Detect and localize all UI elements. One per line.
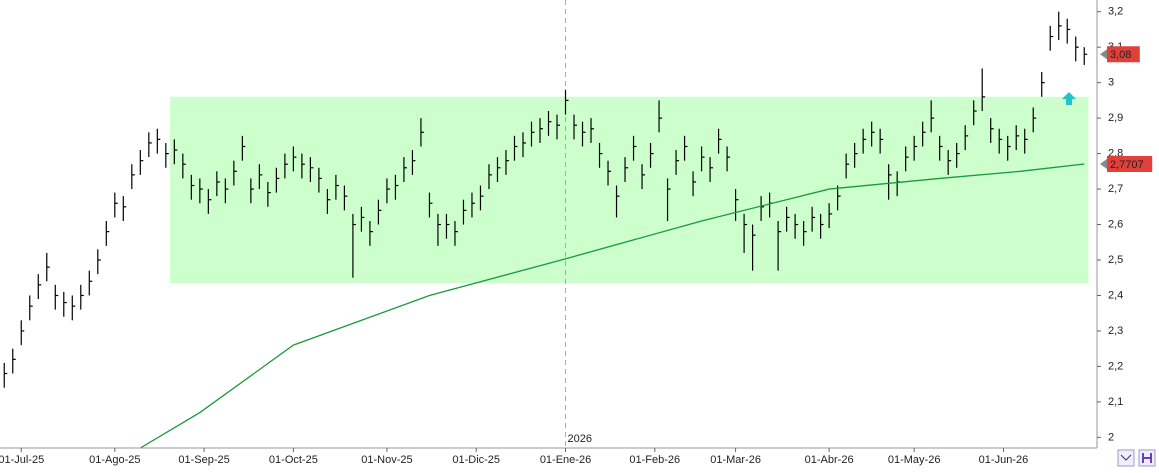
year-label: 2026 bbox=[568, 433, 592, 445]
ma-value-label-pointer bbox=[1100, 158, 1107, 169]
x-tick-label: 01-Jul-25 bbox=[0, 454, 44, 466]
y-tick-label: 2,4 bbox=[1108, 289, 1123, 301]
y-tick-label: 2,7 bbox=[1108, 183, 1123, 195]
x-tick-label: 01-Dic-25 bbox=[452, 454, 500, 466]
ma-value-label-box bbox=[1107, 155, 1153, 172]
ma-value-label: 2,7707 bbox=[1110, 159, 1144, 171]
price-label-box bbox=[1107, 46, 1140, 63]
x-tick-label: 01-Sep-25 bbox=[178, 454, 229, 466]
y-tick-label: 2 bbox=[1108, 431, 1114, 443]
y-tick-label: 3,2 bbox=[1108, 6, 1123, 18]
moving-average bbox=[139, 163, 1085, 448]
x-tick-label: 01-Ene-26 bbox=[540, 454, 591, 466]
price-label: 3,08 bbox=[1110, 49, 1131, 61]
x-tick-label: 01-Jun-26 bbox=[979, 454, 1029, 466]
x-tick-label: 01-Nov-25 bbox=[361, 454, 412, 466]
price-label-pointer bbox=[1100, 49, 1107, 60]
x-tick-label: 01-Mar-26 bbox=[710, 454, 761, 466]
x-tick-label: 01-Ago-25 bbox=[89, 454, 140, 466]
chevron-icon bbox=[1120, 454, 1132, 461]
scroll-button[interactable] bbox=[1117, 449, 1135, 467]
x-tick-label: 01-Oct-25 bbox=[269, 454, 318, 466]
up-arrow-icon bbox=[1062, 92, 1076, 105]
x-tick-label: 01-May-26 bbox=[888, 454, 941, 466]
x-tick-label: 01-Feb-26 bbox=[629, 454, 680, 466]
plot-area bbox=[3, 0, 1089, 448]
range-zone bbox=[170, 96, 1089, 284]
y-tick-label: 2,5 bbox=[1108, 254, 1123, 266]
h-icon bbox=[1142, 453, 1152, 463]
y-tick-label: 2,6 bbox=[1108, 218, 1123, 230]
y-tick-label: 2,3 bbox=[1108, 325, 1123, 337]
y-tick-label: 2,9 bbox=[1108, 112, 1123, 124]
x-tick-label: 01-Abr-26 bbox=[805, 454, 854, 466]
y-tick-label: 3 bbox=[1108, 77, 1114, 89]
y-tick-label: 2,2 bbox=[1108, 360, 1123, 372]
y-tick-label: 2,1 bbox=[1108, 396, 1123, 408]
